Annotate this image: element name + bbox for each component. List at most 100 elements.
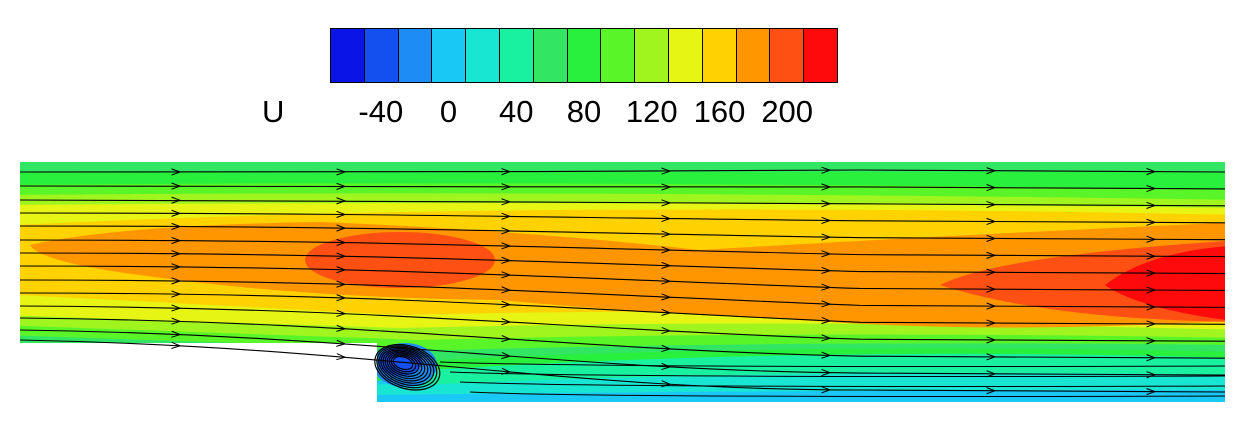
streamline: [19, 239, 1226, 258]
streamline-arrow: [821, 166, 832, 174]
streamline: [459, 381, 1226, 387]
vortex-streamline: [388, 353, 420, 375]
streamline-arrow: [501, 335, 512, 343]
streamline-arrow: [661, 214, 672, 223]
streamline-arrow: [661, 199, 672, 207]
streamline-arrow: [821, 250, 832, 258]
recirculation-vortex: [374, 343, 441, 391]
streamline-arrow: [1146, 354, 1157, 362]
streamline-arrow: [171, 290, 182, 298]
colorbar-swatch: [770, 29, 805, 82]
streamline-arrow: [821, 386, 832, 394]
colorbar-variable-label: U: [262, 94, 285, 129]
streamline-arrow: [1146, 168, 1157, 176]
contour-band: [20, 162, 1225, 172]
streamline-arrow: [821, 316, 832, 325]
streamline-arrow: [661, 344, 672, 353]
colorbar-swatch: [364, 29, 399, 82]
colorbar-tick-label: -40: [358, 94, 404, 129]
colorbar-swatch: [533, 29, 568, 82]
streamline-arrow: [501, 198, 512, 206]
colorbar-tick-label: 200: [761, 94, 814, 129]
colorbar-swatch: [736, 29, 771, 82]
streamline-arrow: [821, 334, 832, 342]
streamline-arrow: [501, 351, 512, 360]
streamline-arrow: [171, 250, 182, 258]
streamline-arrow: [336, 252, 347, 260]
streamline: [19, 212, 1226, 224]
streamline-arrow: [821, 216, 832, 224]
streamline-arrow: [1146, 218, 1157, 226]
streamline-arrow: [1146, 303, 1157, 311]
velocity-contours: [20, 162, 1225, 402]
colorbar-tick-label: 80: [566, 94, 602, 129]
streamline-arrow: [1146, 337, 1157, 345]
vortex-streamline: [392, 355, 414, 371]
streamline-arrow: [986, 167, 997, 175]
streamline-arrow: [336, 294, 347, 302]
streamline-arrow: [336, 339, 347, 347]
streamline-arrow: [1146, 252, 1157, 260]
vortex-streamline: [380, 347, 432, 384]
streamline-arrow: [661, 277, 672, 285]
streamline-arrow: [336, 353, 347, 361]
colorbar-swatch: [499, 29, 534, 82]
streamline-arrow: [821, 266, 832, 275]
colorbar-swatch: [398, 29, 433, 82]
streamline: [19, 199, 1226, 207]
contour-core-upstream: [305, 232, 495, 288]
contour-band: [400, 353, 1225, 385]
streamline-arrow: [501, 183, 512, 191]
streamline-arrow: [336, 210, 347, 218]
contour-core-max: [1105, 245, 1225, 322]
streamline-arrow: [1146, 286, 1157, 294]
streamline-arrow: [661, 308, 672, 316]
streamline: [19, 317, 1226, 359]
streamline-arrow: [821, 300, 832, 308]
streamline-arrow: [821, 233, 832, 241]
streamline-arrow: [501, 286, 512, 294]
streamline-arrow: [171, 304, 182, 312]
colorbar-swatch: [466, 29, 500, 82]
streamline: [19, 305, 1226, 342]
colorbar-swatch: [635, 29, 669, 82]
streamline-arrow: [336, 280, 347, 288]
streamline-arrow: [501, 271, 512, 279]
streamline: [19, 225, 1226, 241]
colorbar-swatch: [702, 29, 737, 82]
streamline-arrow: [171, 263, 182, 271]
vortex-streamline: [386, 351, 423, 377]
streamline: [19, 185, 1226, 190]
streamline-arrow: [1146, 371, 1157, 379]
streamline: [439, 361, 1226, 367]
streamline-arrow: [986, 251, 997, 259]
streamline-arrow: [171, 168, 182, 176]
vortex-streamline: [374, 343, 441, 391]
streamline-arrow: [501, 256, 512, 264]
streamlines: [19, 166, 1226, 397]
colorbar-swatch: [601, 29, 636, 82]
streamline-arrow: [986, 200, 997, 209]
streamline-arrow: [336, 197, 347, 205]
streamline-arrow: [821, 283, 832, 291]
colorbar-swatch: [668, 29, 703, 82]
streamline-arrow: [661, 183, 672, 191]
streamline-arrow: [501, 242, 512, 250]
colorbar-swatch: [432, 29, 467, 82]
streamline-arrow: [986, 319, 997, 327]
streamline-arrow: [821, 368, 832, 377]
streamline-arrow: [1146, 320, 1157, 328]
streamline-arrow: [171, 222, 182, 230]
streamline-arrow: [336, 266, 347, 274]
streamline-arrow: [1146, 235, 1157, 243]
streamline-arrow: [986, 234, 997, 242]
streamline-arrow: [661, 293, 672, 301]
vortex-streamline: [376, 345, 438, 389]
streamline-arrow: [986, 268, 997, 276]
streamline-arrow: [821, 351, 832, 359]
streamline-arrow: [336, 324, 347, 332]
streamline-arrow: [336, 182, 347, 190]
streamline-arrow: [336, 168, 347, 176]
streamline-arrow: [501, 227, 512, 235]
